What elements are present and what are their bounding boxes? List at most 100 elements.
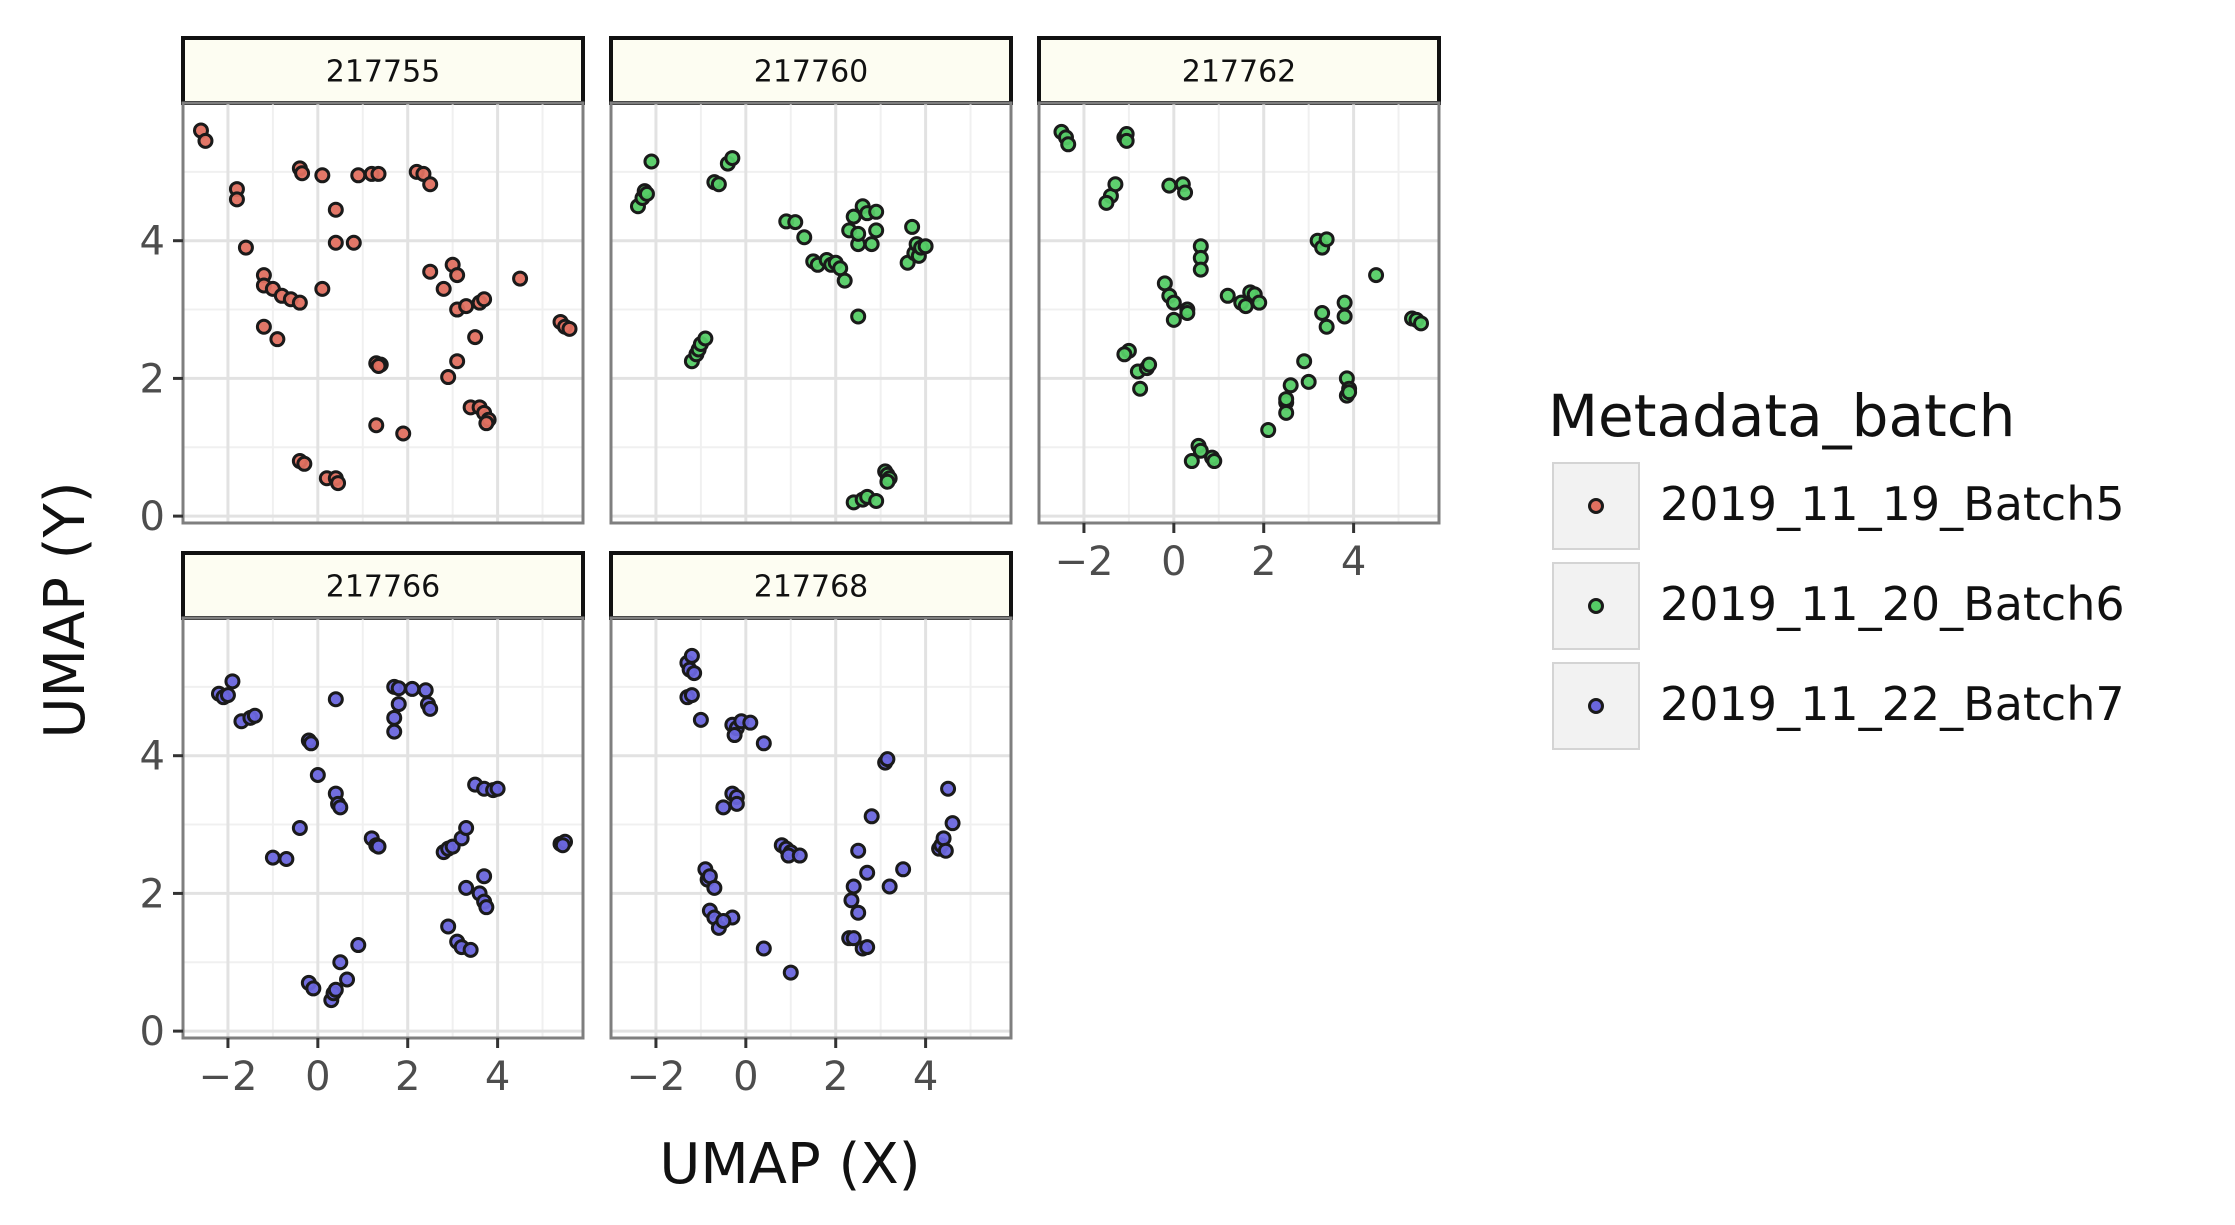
data-point: [224, 673, 241, 690]
data-point: [1260, 422, 1277, 439]
data-point: [643, 153, 660, 170]
data-point: [683, 687, 700, 704]
facet-strip: [609, 36, 1013, 105]
facet-panel-217755: 217755: [181, 36, 585, 525]
data-point: [845, 930, 862, 947]
facet-strip: [609, 551, 1013, 620]
data-point: [1314, 305, 1331, 321]
data-point: [458, 879, 475, 896]
data-point: [1278, 404, 1295, 421]
panel-border: [181, 616, 585, 1040]
data-point: [863, 236, 880, 253]
panel-border: [181, 101, 585, 525]
data-point: [246, 707, 263, 724]
data-point: [728, 795, 745, 812]
data-point: [422, 176, 439, 193]
data-point: [1116, 346, 1133, 363]
data-point: [1318, 231, 1335, 248]
x-tick-label: 2: [395, 1054, 420, 1100]
data-point: [370, 838, 387, 855]
data-point: [944, 815, 961, 832]
data-point: [422, 263, 439, 280]
data-point: [478, 899, 495, 916]
x-tick-label: 0: [733, 1054, 758, 1100]
data-point: [715, 799, 732, 816]
data-point: [1132, 380, 1149, 397]
data-point: [386, 709, 403, 726]
data-point: [1278, 391, 1295, 408]
data-point: [305, 980, 322, 997]
data-point: [294, 165, 311, 182]
data-point: [1183, 453, 1200, 470]
panel-border: [1037, 101, 1441, 525]
data-point: [458, 298, 475, 315]
data-point: [638, 185, 655, 202]
data-point: [859, 864, 876, 881]
data-point: [1219, 287, 1236, 304]
facet-title: 217766: [326, 570, 441, 605]
data-point: [449, 353, 466, 370]
data-point: [255, 318, 272, 335]
y-axis-label: UMAP (Y): [33, 481, 98, 738]
data-point: [868, 492, 885, 509]
x-tick-label: 2: [1251, 539, 1276, 585]
data-point: [1161, 177, 1178, 194]
data-point: [345, 234, 362, 251]
legend-label: 2019_11_20_Batch6: [1660, 577, 2125, 631]
data-point: [327, 234, 344, 251]
facet-panel-217762: 217762: [1037, 36, 1441, 525]
facet-title: 217762: [1182, 55, 1297, 90]
data-point: [197, 132, 214, 149]
data-point: [449, 267, 466, 284]
y-tick-label: 2: [140, 871, 165, 917]
y-tick-label: 0: [140, 1009, 165, 1055]
data-point: [1179, 305, 1196, 321]
data-point: [440, 918, 457, 935]
data-point: [237, 239, 254, 256]
data-point: [710, 176, 727, 193]
data-point: [1318, 318, 1335, 335]
data-point: [404, 680, 421, 697]
data-point: [291, 294, 308, 311]
data-point: [478, 415, 495, 432]
facet-strip: [181, 36, 585, 105]
legend-title: Metadata_batch: [1548, 382, 2015, 450]
data-point: [1341, 384, 1358, 401]
legend-swatch: [1588, 698, 1604, 714]
data-point: [1177, 184, 1194, 201]
legend-swatch: [1588, 498, 1604, 514]
y-tick-label: 4: [140, 734, 165, 780]
data-point: [1413, 315, 1430, 332]
facet-title: 217760: [754, 55, 869, 90]
data-point: [332, 799, 349, 816]
legend-label: 2019_11_22_Batch7: [1660, 677, 2125, 731]
data-point: [386, 723, 403, 740]
data-point: [440, 369, 457, 386]
data-point: [686, 665, 703, 682]
axes-layer: 0 2 4 −2 0 2 4 0 2 4 −2 0 2 4 −2 0 2 4: [140, 219, 1367, 1100]
data-point: [228, 191, 245, 208]
data-point: [787, 214, 804, 231]
data-point: [1192, 261, 1209, 278]
data-point: [422, 700, 439, 717]
data-point: [1237, 298, 1254, 315]
facet-panel-217766: 217766: [181, 551, 585, 1040]
panel-border: [609, 101, 1013, 525]
data-point: [476, 291, 493, 308]
data-point: [395, 425, 412, 442]
data-point: [859, 939, 876, 956]
data-point: [697, 330, 714, 347]
data-point: [390, 680, 407, 697]
data-point: [917, 238, 934, 255]
data-point: [879, 751, 896, 768]
facet-panel-217768: 217768: [609, 551, 1013, 1040]
x-tick-label: −2: [1054, 539, 1113, 585]
facet-strip: [181, 551, 585, 620]
data-point: [836, 272, 853, 289]
data-point: [1336, 308, 1353, 325]
data-point: [390, 696, 407, 713]
panels-layer: 217755 217760 217762 217766 217768: [181, 36, 1441, 1040]
data-point: [278, 850, 295, 867]
data-point: [368, 417, 385, 434]
